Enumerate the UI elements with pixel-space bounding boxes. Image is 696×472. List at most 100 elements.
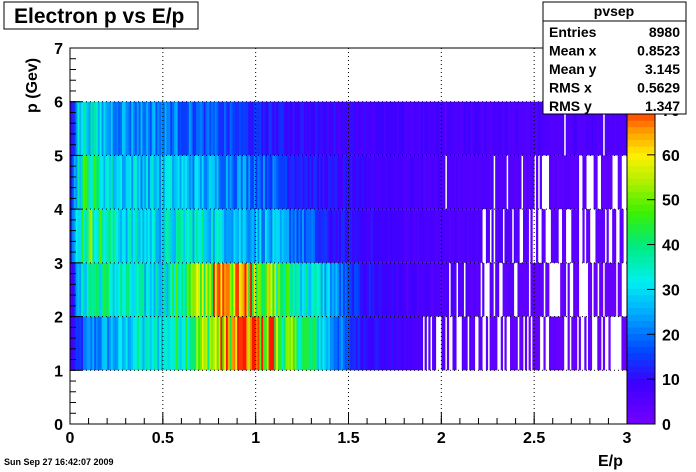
heatmap-cell <box>149 316 153 371</box>
heatmap-cell <box>264 209 268 263</box>
palette-swatch <box>627 391 655 399</box>
heatmap-cell <box>222 209 225 263</box>
heatmap-cell <box>160 316 164 371</box>
heatmap-cell <box>406 155 409 210</box>
heatmap-cell <box>309 262 312 317</box>
heatmap-cell <box>233 209 236 263</box>
heatmap-cell <box>251 262 255 317</box>
heatmap-cell <box>478 155 481 210</box>
heatmap-cell <box>162 155 166 210</box>
heatmap-cell <box>177 101 180 156</box>
heatmap-cell <box>287 101 290 156</box>
heatmap-cell <box>133 262 136 317</box>
heatmap-cell <box>259 155 262 210</box>
heatmap-cell <box>510 316 513 371</box>
heatmap-cell <box>534 101 537 156</box>
heatmap-cell <box>179 209 182 263</box>
heatmap-cell <box>270 155 273 210</box>
heatmap-cell <box>617 262 620 317</box>
heatmap-cell <box>290 262 294 317</box>
heatmap-cell <box>123 316 127 371</box>
heatmap-cell <box>370 155 373 210</box>
heatmap-cell <box>147 155 151 210</box>
heatmap-cell <box>272 262 275 317</box>
palette-swatch <box>627 307 655 315</box>
heatmap-cell <box>604 262 607 317</box>
heatmap-cell <box>357 262 360 317</box>
palette-swatch <box>627 346 655 354</box>
heatmap-cell <box>335 101 338 156</box>
heatmap-cell <box>95 316 99 371</box>
heatmap-cell <box>422 101 425 156</box>
heatmap-cell <box>435 209 438 263</box>
heatmap-cell <box>192 209 195 263</box>
heatmap-cell <box>526 155 529 210</box>
heatmap-cell <box>136 262 140 317</box>
heatmap-cell <box>593 101 596 156</box>
heatmap-cell <box>285 155 288 210</box>
heatmap-cell <box>268 209 271 263</box>
heatmap-cell <box>588 262 591 317</box>
heatmap-cell <box>77 262 80 317</box>
heatmap-cell <box>166 155 169 210</box>
heatmap-cell <box>318 262 321 317</box>
heatmap-cell <box>430 262 433 317</box>
heatmap-cell <box>151 316 154 371</box>
heatmap-cell <box>129 101 132 156</box>
heatmap-cell <box>354 316 357 371</box>
heatmap-cell <box>441 316 444 371</box>
heatmap-cell <box>266 262 270 317</box>
heatmap-cell <box>263 101 266 156</box>
heatmap-cell <box>108 101 112 156</box>
heatmap-cell <box>170 101 173 156</box>
heatmap-cell <box>602 155 606 210</box>
heatmap-cell <box>439 155 442 210</box>
heatmap-cell <box>404 262 407 317</box>
heatmap-cell <box>380 262 383 317</box>
heatmap-cell <box>75 101 78 156</box>
heatmap-cell <box>253 209 257 263</box>
heatmap-cell <box>311 262 314 317</box>
heatmap-cell <box>86 101 89 156</box>
heatmap-cell <box>409 316 412 371</box>
heatmap-cell <box>619 209 622 263</box>
heatmap-cell <box>274 155 277 210</box>
heatmap-cell <box>268 262 271 317</box>
heatmap-cell <box>400 101 403 156</box>
heatmap-cell <box>263 155 266 210</box>
heatmap-cell <box>472 209 476 263</box>
heatmap-cell <box>508 155 511 210</box>
heatmap-cell <box>396 155 399 210</box>
heatmap-cell <box>179 316 182 371</box>
heatmap-cell <box>118 101 121 156</box>
heatmap-cell <box>602 209 606 263</box>
heatmap-cell <box>328 316 331 371</box>
heatmap-cell <box>432 262 435 317</box>
heatmap-cell <box>94 155 97 210</box>
x-tick-label: 1 <box>251 430 260 447</box>
heatmap-cell <box>491 155 494 210</box>
heatmap-cell <box>159 262 162 317</box>
heatmap-cell <box>328 101 331 156</box>
heatmap-cell <box>307 262 310 317</box>
heatmap-cell <box>324 101 327 156</box>
heatmap-cell <box>175 155 179 210</box>
heatmap-cell <box>79 155 82 210</box>
heatmap-cell <box>142 262 145 317</box>
heatmap-cell <box>376 101 379 156</box>
heatmap-cell <box>129 316 132 371</box>
heatmap-cell <box>116 262 119 317</box>
heatmap-cell <box>506 101 509 156</box>
heatmap-cell <box>517 155 520 210</box>
heatmap-cell <box>277 316 281 371</box>
heatmap-cell <box>188 101 192 156</box>
heatmap-cell <box>183 262 186 317</box>
palette-swatch <box>627 281 655 289</box>
heatmap-cell <box>344 209 347 263</box>
heatmap-cell <box>173 101 177 156</box>
heatmap-cell <box>266 316 270 371</box>
heatmap-cell <box>476 155 479 210</box>
heatmap-cell <box>71 262 75 317</box>
heatmap-cell <box>357 101 360 156</box>
heatmap-cell <box>183 155 186 210</box>
